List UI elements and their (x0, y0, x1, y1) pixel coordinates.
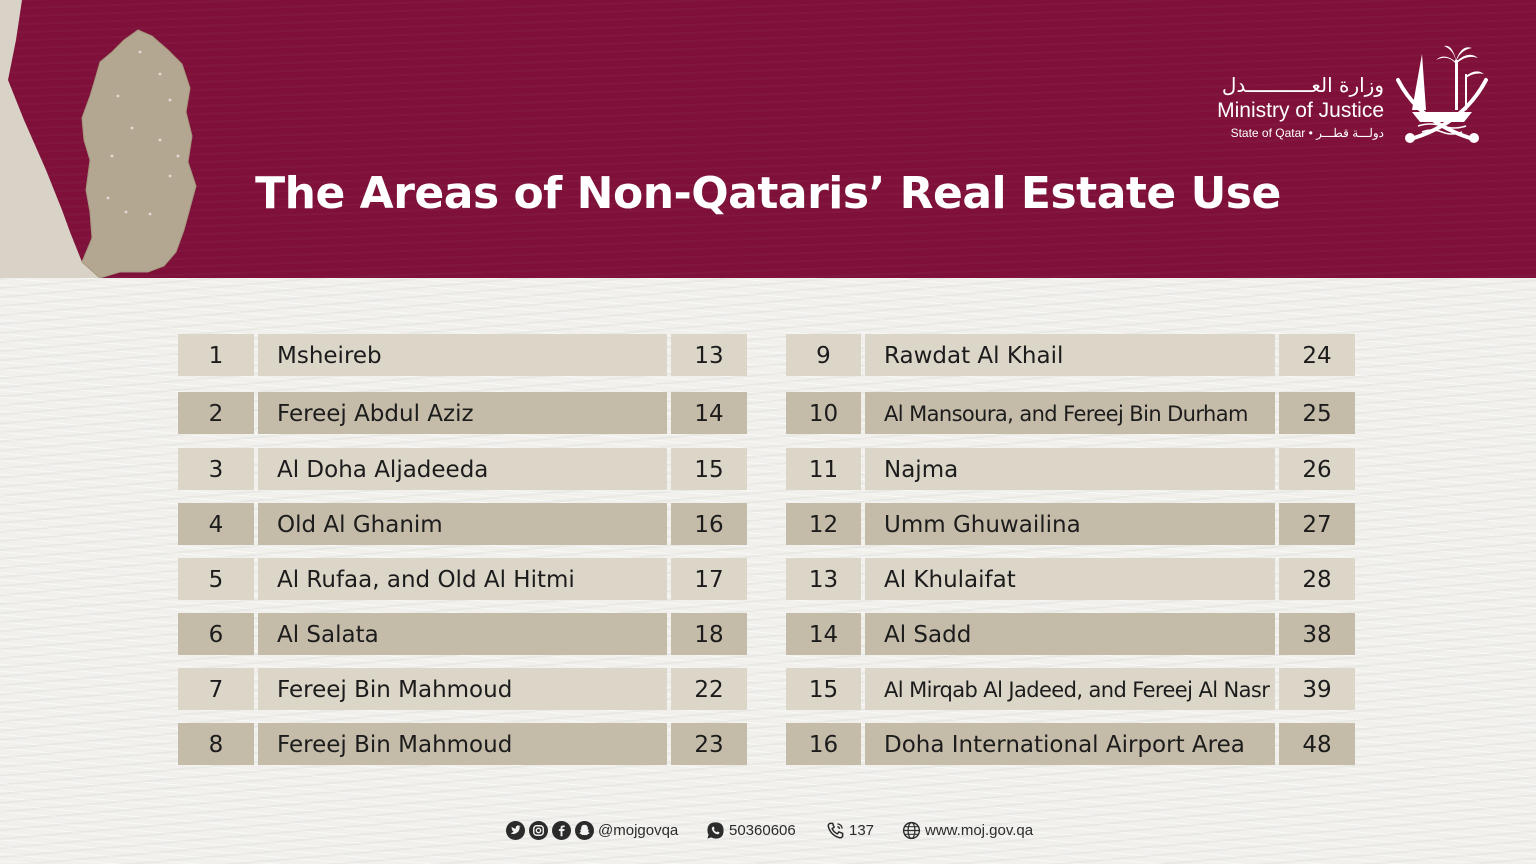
zone-number: 13 (671, 334, 747, 376)
header-banner: وزارة العـــــــــــدل Ministry of Justi… (0, 0, 1536, 278)
row-index: 4 (178, 503, 254, 545)
globe-icon (902, 821, 921, 839)
area-name: Doha International Airport Area (865, 723, 1275, 765)
row-index: 11 (786, 448, 861, 490)
row-index: 8 (178, 723, 254, 765)
snapchat-icon[interactable] (575, 820, 594, 840)
row-index: 6 (178, 613, 254, 655)
logo-arabic: وزارة العـــــــــــدل (1221, 73, 1384, 97)
logo-english: Ministry of Justice (1217, 99, 1384, 122)
row-index: 5 (178, 558, 254, 600)
zone-number: 24 (1279, 334, 1355, 376)
row-index: 3 (178, 448, 254, 490)
website-link[interactable]: www.moj.gov.qa (925, 821, 1034, 839)
row-index: 13 (786, 558, 861, 600)
whatsapp-icon (707, 821, 724, 839)
zone-number: 25 (1279, 392, 1355, 434)
social-handle[interactable]: @mojgovqa (598, 821, 679, 839)
area-name: Fereej Abdul Aziz (258, 392, 667, 434)
page-title: The Areas of Non-Qataris’ Real Estate Us… (255, 168, 1281, 219)
area-name: Al Doha Aljadeeda (258, 448, 667, 490)
area-name: Fereej Bin Mahmoud (258, 723, 667, 765)
social-links: @mojgovqa (506, 818, 678, 842)
zone-number: 28 (1279, 558, 1355, 600)
area-name: Al Sadd (865, 613, 1275, 655)
area-name: Al Mansoura, and Fereej Bin Durham (865, 392, 1275, 434)
area-name: Old Al Ghanim (258, 503, 667, 545)
website-contact: www.moj.gov.qa (902, 818, 1033, 842)
zone-number: 23 (671, 723, 747, 765)
facebook-icon[interactable] (552, 820, 571, 840)
twitter-icon[interactable] (506, 820, 525, 840)
ministry-logo-text: وزارة العـــــــــــدل Ministry of Justi… (1217, 72, 1384, 142)
whatsapp-number[interactable]: 50360606 (729, 821, 796, 839)
row-index: 10 (786, 392, 861, 434)
area-name: Al Rufaa, and Old Al Hitmi (258, 558, 667, 600)
row-index: 7 (178, 668, 254, 710)
row-index: 12 (786, 503, 861, 545)
zone-number: 39 (1279, 668, 1355, 710)
qatar-emblem-icon (1396, 45, 1488, 143)
area-name: Al Khulaifat (865, 558, 1275, 600)
zone-number: 22 (671, 668, 747, 710)
area-name: Rawdat Al Khail (865, 334, 1275, 376)
zone-number: 15 (671, 448, 747, 490)
zone-number: 17 (671, 558, 747, 600)
whatsapp-contact: 50360606 (706, 818, 796, 842)
row-index: 15 (786, 668, 861, 710)
row-index: 1 (178, 334, 254, 376)
row-index: 2 (178, 392, 254, 434)
area-name: Najma (865, 448, 1275, 490)
row-index: 9 (786, 334, 861, 376)
row-index: 16 (786, 723, 861, 765)
contact-footer: @mojgovqa 50360606 137 www.moj.gov.qa (0, 818, 1536, 842)
area-name: Al Mirqab Al Jadeed, and Fereej Al Nasr (865, 668, 1275, 710)
area-name: Fereej Bin Mahmoud (258, 668, 667, 710)
area-name: Umm Ghuwailina (865, 503, 1275, 545)
zone-number: 48 (1279, 723, 1355, 765)
logo-subtitle: State of Qatar • دولـــة قطـــر (1230, 126, 1384, 140)
zone-number: 38 (1279, 613, 1355, 655)
zone-number: 16 (671, 503, 747, 545)
zone-number: 18 (671, 613, 747, 655)
instagram-icon[interactable] (529, 820, 548, 840)
zone-number: 26 (1279, 448, 1355, 490)
zone-number: 27 (1279, 503, 1355, 545)
qatar-map-graphic (0, 0, 197, 278)
row-index: 14 (786, 613, 861, 655)
hotline-number[interactable]: 137 (849, 821, 875, 839)
area-name: Al Salata (258, 613, 667, 655)
header-texture (0, 0, 1536, 278)
area-name: Msheireb (258, 334, 667, 376)
hotline-contact: 137 (826, 818, 874, 842)
phone-icon (827, 822, 844, 838)
zone-number: 14 (671, 392, 747, 434)
